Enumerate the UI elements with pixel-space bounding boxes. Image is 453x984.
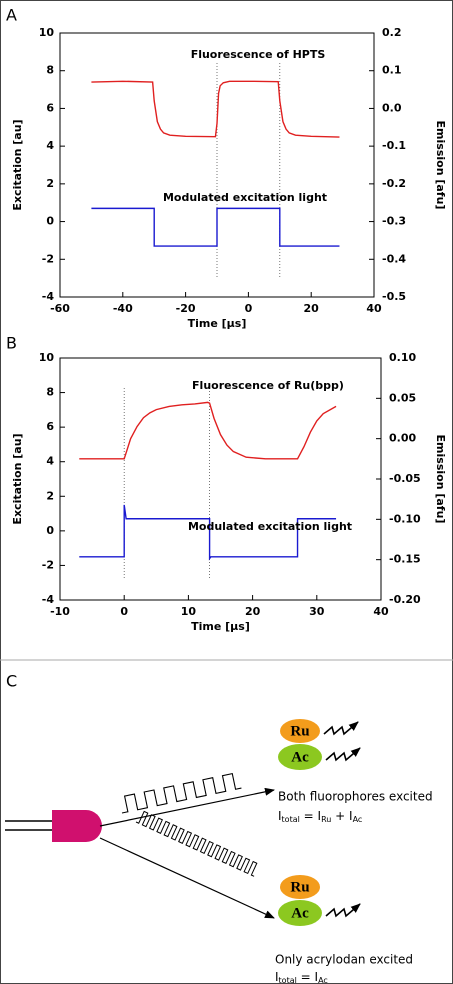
x-tick-label: -20	[176, 302, 196, 315]
molecule-ru	[280, 719, 320, 743]
emission-arrow	[323, 721, 359, 736]
y-tick-label: 0	[46, 215, 54, 228]
formula-part: = I	[300, 809, 321, 823]
pulse-train-fast	[135, 810, 258, 877]
x-tick-label: 40	[366, 302, 382, 315]
series-line	[79, 504, 337, 561]
y2-tick-label: 0.0	[382, 101, 402, 114]
y-tick-label: -4	[42, 290, 55, 303]
arrow	[99, 837, 275, 919]
x-tick-label: -10	[50, 605, 70, 618]
y2-tick-label: 0.2	[382, 26, 402, 39]
x-tick-label: 0	[120, 605, 128, 618]
formula: Itotal = IRu + IAc	[278, 809, 362, 824]
y-tick-label: 8	[46, 386, 54, 399]
y2-tick-label: -0.4	[382, 252, 406, 265]
x-axis-label: Time [µs]	[188, 317, 247, 330]
x-tick-label: 40	[373, 605, 389, 618]
y-tick-label: 6	[46, 101, 54, 114]
series-label: Modulated excitation light	[163, 191, 327, 204]
x-tick-label: 20	[304, 302, 320, 315]
y-axis-label: Excitation [au]	[11, 119, 24, 210]
y-axis-label: Excitation [au]	[11, 433, 24, 524]
molecule-label: Ac	[291, 905, 309, 921]
y-tick-label: 6	[46, 420, 54, 433]
series-line	[91, 207, 340, 247]
y2-tick-label: 0.00	[389, 432, 416, 445]
series-label: Fluorescence of Ru(bpp)	[192, 379, 344, 392]
y2-tick-label: -0.3	[382, 215, 406, 228]
panel-label: C	[6, 672, 17, 691]
y-tick-label: 10	[39, 26, 55, 39]
y2-tick-label: -0.20	[389, 593, 421, 606]
y-tick-label: -4	[42, 593, 55, 606]
molecule-ru	[280, 875, 320, 899]
diagram: C Ru Ac Both fluorophores excited Itotal…	[5, 672, 433, 984]
formula-sub: total	[279, 976, 297, 984]
x-axis-label: Time [µs]	[191, 620, 250, 633]
caption: Only acrylodan excited	[275, 953, 413, 967]
y-tick-label: -2	[42, 252, 54, 265]
molecule-ac	[278, 900, 322, 926]
caption: Both fluorophores excited	[278, 790, 433, 804]
emission-arrow	[325, 903, 361, 918]
x-tick-label: 20	[245, 605, 261, 618]
y2-tick-label: 0.10	[389, 351, 416, 364]
y-tick-label: 4	[46, 455, 54, 468]
y-tick-label: 10	[39, 351, 55, 364]
y-tick-label: 4	[46, 139, 54, 152]
y2-tick-label: -0.2	[382, 177, 406, 190]
y2-tick-label: -0.10	[389, 512, 421, 525]
formula-sub: Ac	[318, 976, 328, 984]
formula: Itotal = IAc	[275, 970, 328, 984]
y-tick-label: 2	[46, 177, 54, 190]
series-line	[79, 401, 337, 460]
y-tick-label: -2	[42, 558, 54, 571]
series-label: Modulated excitation light	[188, 520, 352, 533]
y-tick-label: 2	[46, 489, 54, 502]
x-tick-label: 30	[309, 605, 325, 618]
charts: A-60 -40 -20 0 20 40-4-20246810-0.5-0.4-0.3-0…	[6, 6, 447, 634]
plot-frame	[59, 32, 375, 298]
formula-part: = I	[297, 970, 318, 984]
y2-axis-label: Emission [afu]	[434, 121, 447, 210]
y2-tick-label: -0.05	[389, 472, 421, 485]
panel-label: A	[6, 6, 17, 25]
formula-sub: Ac	[353, 815, 363, 824]
series-label: Fluorescence of HPTS	[191, 48, 326, 61]
x-tick-label: 10	[181, 605, 197, 618]
y2-tick-label: -0.1	[382, 139, 406, 152]
panel-label: B	[6, 334, 17, 353]
series-line	[91, 80, 340, 138]
y-tick-label: 8	[46, 64, 54, 77]
molecule-ac	[278, 744, 322, 770]
arrow	[99, 787, 275, 827]
emission-arrow	[325, 747, 361, 762]
y2-axis-label: Emission [afu]	[434, 435, 447, 524]
formula-part: I	[275, 970, 279, 984]
molecule-label: Ac	[291, 749, 309, 765]
formula-sub: Ru	[321, 815, 331, 824]
x-tick-label: -60	[50, 302, 70, 315]
y2-tick-label: -0.15	[389, 553, 421, 566]
y2-tick-label: 0.1	[382, 64, 402, 77]
y2-tick-label: 0.05	[389, 391, 416, 404]
plot-frame	[59, 357, 382, 601]
formula-part: + I	[331, 809, 352, 823]
x-tick-label: 0	[245, 302, 253, 315]
formula-sub: total	[282, 815, 300, 824]
pulse-train-slow	[121, 772, 242, 814]
molecule-label: Ru	[290, 723, 309, 739]
molecule-label: Ru	[290, 879, 309, 895]
x-tick-label: -40	[113, 302, 133, 315]
y2-tick-label: -0.5	[382, 290, 406, 303]
led	[52, 810, 102, 842]
formula-part: I	[278, 809, 282, 823]
y-tick-label: 0	[46, 524, 54, 537]
